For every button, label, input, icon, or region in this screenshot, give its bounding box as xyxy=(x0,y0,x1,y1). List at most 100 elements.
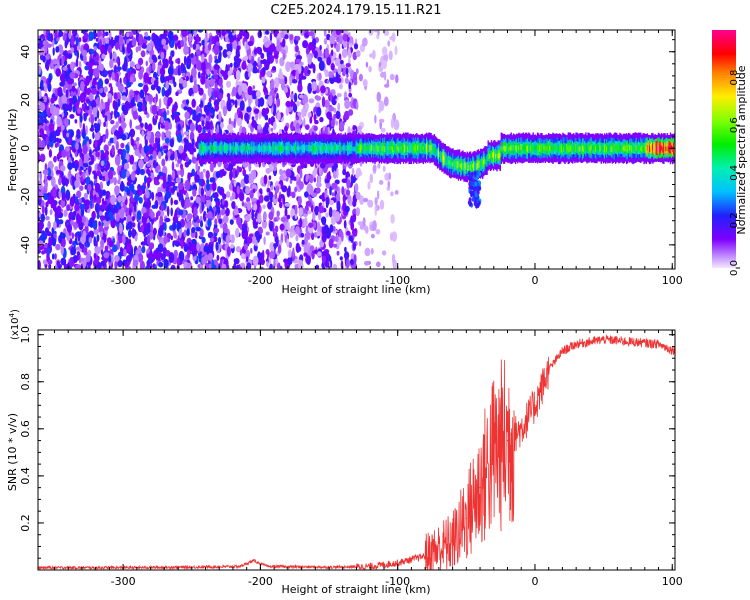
noise-speck xyxy=(266,187,271,193)
noise-speck xyxy=(93,46,98,51)
noise-speck xyxy=(125,223,130,231)
noise-speck xyxy=(88,62,93,74)
noise-speck xyxy=(94,246,101,255)
noise-speck xyxy=(270,127,274,132)
noise-speck xyxy=(315,182,322,188)
noise-speck xyxy=(262,204,266,210)
noise-speck xyxy=(100,44,106,54)
noise-speck xyxy=(151,253,156,262)
noise-speck xyxy=(39,153,46,163)
noise-speck xyxy=(267,95,273,107)
noise-speck xyxy=(152,61,156,72)
noise-speck xyxy=(131,37,137,48)
noise-speck xyxy=(341,178,347,183)
noise-speck xyxy=(88,138,92,145)
noise-speck xyxy=(273,54,279,59)
noise-speck xyxy=(390,191,394,197)
noise-speck xyxy=(158,261,164,268)
noise-speck xyxy=(132,30,137,35)
noise-speck xyxy=(174,114,180,122)
noise-speck xyxy=(284,208,288,217)
noise-speck xyxy=(68,137,72,146)
noise-speck xyxy=(55,68,61,77)
noise-speck xyxy=(229,62,233,68)
noise-speck xyxy=(96,234,100,242)
noise-speck xyxy=(44,125,48,131)
noise-speck xyxy=(72,175,75,187)
noise-speck xyxy=(161,158,166,167)
noise-speck xyxy=(200,100,204,108)
noise-speck xyxy=(378,108,381,113)
noise-speck xyxy=(205,120,211,130)
noise-speck xyxy=(336,93,342,98)
noise-speck xyxy=(38,240,44,247)
noise-speck xyxy=(147,146,151,152)
noise-speck xyxy=(141,246,146,254)
noise-speck xyxy=(83,257,87,267)
noise-speck xyxy=(195,60,202,71)
noise-speck xyxy=(129,119,132,129)
noise-speck xyxy=(205,196,211,201)
noise-speck xyxy=(144,31,149,37)
noise-speck xyxy=(328,206,333,218)
noise-speck xyxy=(171,170,176,180)
noise-speck xyxy=(378,118,385,123)
noise-speck xyxy=(317,221,321,232)
noise-speck xyxy=(180,62,184,71)
noise-speck xyxy=(157,243,164,252)
noise-speck xyxy=(195,226,202,232)
noise-speck xyxy=(83,247,88,253)
noise-speck xyxy=(367,199,374,208)
noise-speck xyxy=(354,183,359,193)
noise-speck xyxy=(44,180,48,189)
noise-speck xyxy=(295,69,300,81)
noise-speck xyxy=(237,85,243,96)
noise-speck xyxy=(197,124,202,134)
noise-speck xyxy=(206,68,210,76)
noise-speck xyxy=(138,197,143,204)
noise-speck xyxy=(100,204,106,210)
noise-speck xyxy=(42,95,48,103)
noise-speck xyxy=(152,150,157,160)
noise-speck xyxy=(104,31,109,36)
noise-speck xyxy=(105,193,109,200)
noise-speck xyxy=(192,43,197,50)
noise-speck xyxy=(335,120,338,126)
noise-speck xyxy=(330,49,334,57)
noise-speck xyxy=(297,196,302,207)
noise-speck xyxy=(55,243,61,251)
noise-speck xyxy=(225,36,229,43)
noise-speck xyxy=(187,172,191,182)
noise-speck xyxy=(303,217,308,227)
noise-speck xyxy=(374,205,377,217)
noise-speck xyxy=(155,131,161,139)
noise-speck xyxy=(191,227,196,234)
noise-speck xyxy=(126,42,131,54)
noise-speck xyxy=(296,246,302,252)
noise-speck xyxy=(47,259,53,265)
noise-speck xyxy=(317,251,322,257)
noise-speck xyxy=(213,227,220,234)
noise-speck xyxy=(119,30,122,36)
noise-speck xyxy=(44,41,49,46)
noise-speck xyxy=(99,210,103,216)
noise-speck xyxy=(98,189,103,199)
noise-speck xyxy=(55,46,60,53)
noise-speck xyxy=(111,145,115,156)
noise-speck xyxy=(248,233,254,238)
noise-speck xyxy=(379,199,385,210)
noise-speck xyxy=(319,44,322,51)
noise-speck xyxy=(213,63,219,70)
noise-speck xyxy=(146,162,151,168)
noise-speck xyxy=(197,71,201,79)
noise-speck xyxy=(183,106,188,111)
noise-speck xyxy=(45,216,50,221)
noise-speck xyxy=(178,209,184,216)
noise-speck xyxy=(287,228,294,233)
noise-speck xyxy=(381,250,387,256)
noise-speck xyxy=(242,56,248,61)
noise-speck xyxy=(294,186,298,193)
noise-speck xyxy=(190,196,194,201)
noise-speck xyxy=(252,255,259,266)
noise-speck xyxy=(48,195,55,204)
